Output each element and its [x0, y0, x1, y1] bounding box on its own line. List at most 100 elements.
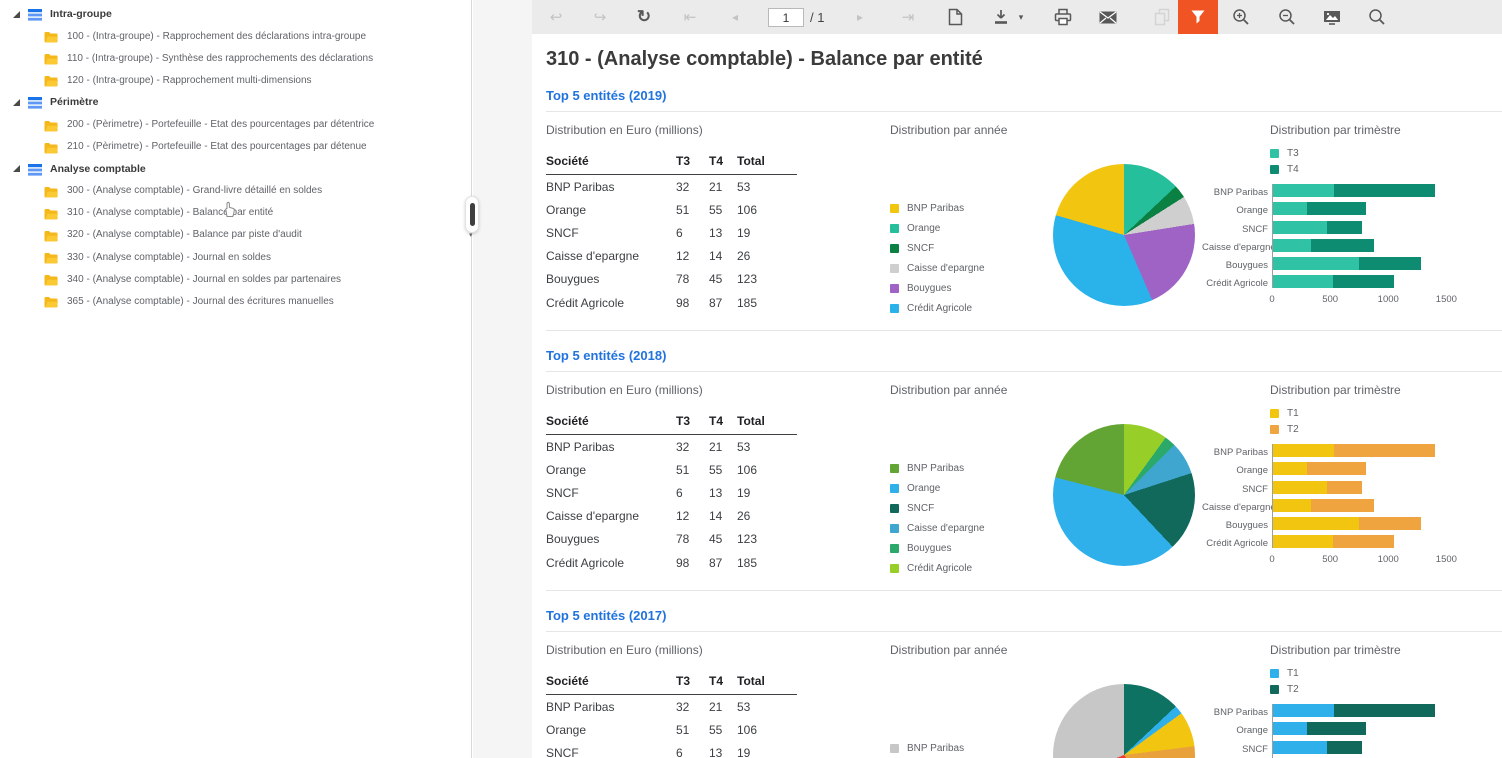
table-cell: 123 — [737, 272, 758, 287]
image-export-icon[interactable] — [1320, 0, 1344, 34]
tree-item-label: 100 - (Intra-groupe) - Rapprochement des… — [67, 30, 367, 42]
search-icon[interactable] — [1365, 0, 1389, 34]
table-block: Distribution en Euro (millions) Société T3… — [546, 634, 890, 758]
bar-segment — [1273, 238, 1311, 252]
tree-expander-icon[interactable] — [13, 10, 20, 18]
table-cell: SNCF — [546, 485, 579, 500]
table-row: SNCF 6 13 19 — [546, 741, 797, 758]
table-cell: 19 — [737, 225, 751, 240]
table-cell: 13 — [709, 745, 723, 758]
stacked-bar — [1273, 184, 1458, 197]
bar-segment — [1327, 480, 1363, 494]
bar-segment — [1334, 184, 1436, 197]
tree-item-report[interactable]: 365 - (Analyse comptable) - Journal des … — [0, 290, 471, 312]
legend-item: Orange — [890, 223, 986, 234]
tree-item-report[interactable]: 310 - (Analyse comptable) - Balance par … — [0, 202, 471, 224]
table-title: Distribution en Euro (millions) — [546, 123, 703, 137]
tree-item-report[interactable]: 300 - (Analyse comptable) - Grand-livre … — [0, 180, 471, 202]
page-number-input[interactable] — [768, 8, 804, 27]
bar-segment — [1273, 704, 1335, 717]
last-page-icon[interactable]: ⇥ — [901, 9, 915, 26]
table-cell: 106 — [737, 202, 758, 217]
bar-segment — [1273, 462, 1307, 476]
tree-item-report[interactable]: 330 - (Analyse comptable) - Journal en s… — [0, 246, 471, 268]
tree-item-label: 110 - (Intra-groupe) - Synthèse des rapp… — [67, 52, 374, 64]
bar-segment — [1306, 462, 1366, 476]
filter-icon[interactable] — [1178, 0, 1218, 34]
table-title: Distribution en Euro (millions) — [546, 383, 703, 397]
next-page-icon[interactable]: ▸ — [856, 10, 864, 24]
bar-category-label: Caisse d'epargne — [1202, 241, 1276, 253]
copy-icon[interactable] — [1150, 0, 1174, 34]
table-title: Distribution en Euro (millions) — [546, 643, 703, 657]
tree-item-report[interactable]: 340 - (Analyse comptable) - Journal en s… — [0, 268, 471, 290]
axis-tick-label: 500 — [1322, 293, 1339, 305]
legend-item: T2 — [1270, 424, 1502, 435]
tree-group-row[interactable]: Périmètre — [0, 91, 471, 113]
tree-item-report[interactable]: 100 - (Intra-groupe) - Rapprochement des… — [0, 25, 471, 47]
pie-title: Distribution par année — [890, 643, 1008, 657]
redo-icon[interactable]: ↪ — [593, 9, 607, 26]
table-cell: 53 — [737, 179, 751, 194]
bar-segment — [1273, 184, 1335, 197]
tree-item-report[interactable]: 210 - (Pèrimetre) - Portefeuille - Etat … — [0, 136, 471, 158]
table-row: BNP Paribas 32 21 53 — [546, 695, 797, 719]
table-cell: Orange — [546, 462, 587, 477]
bar-segment — [1273, 480, 1328, 494]
page-setup-icon[interactable] — [943, 0, 967, 34]
pie-chart — [1053, 424, 1196, 566]
tree-item-report[interactable]: 120 - (Intra-groupe) - Rapprochement mul… — [0, 69, 471, 91]
table-cell: Caisse d'epargne — [546, 249, 640, 264]
legend-item: T4 — [1270, 164, 1502, 175]
legend-swatch — [890, 563, 899, 573]
zoom-in-icon[interactable] — [1229, 0, 1253, 34]
pie-legend: BNP Paribas Orange SNCF Caisse d'epargne Bou… — [890, 447, 986, 589]
stacked-bar — [1273, 480, 1458, 494]
legend-label: Caisse d'epargne — [907, 262, 985, 274]
bar-category-label: BNP Paribas — [1213, 707, 1268, 718]
tree-expander-icon[interactable] — [13, 165, 20, 173]
axis-tick-label: 0 — [1269, 293, 1275, 305]
bar-axis-ticks: 0 500 1000 1500 — [1269, 293, 1458, 307]
table-cell: 14 — [709, 249, 723, 264]
panel-splitter-handle[interactable] — [465, 196, 479, 233]
legend-label: Orange — [907, 222, 941, 234]
tree-group-row[interactable]: Analyse comptable — [0, 158, 471, 180]
email-icon[interactable] — [1096, 0, 1120, 34]
tree-item-label: 320 - (Analyse comptable) - Balance par … — [67, 229, 302, 241]
tree-group-row[interactable]: Intra-groupe — [0, 3, 471, 25]
legend-label: Caisse d'epargne — [907, 522, 985, 534]
caret-down-icon[interactable]: ▾ — [1018, 11, 1024, 22]
tree-item-report[interactable]: 320 - (Analyse comptable) - Balance par … — [0, 224, 471, 246]
first-page-icon[interactable]: ⇤ — [683, 9, 697, 26]
legend-swatch — [890, 263, 899, 273]
table-header-row: Société T3 T4 Total — [546, 147, 797, 175]
table-cell: BNP Paribas — [546, 699, 615, 714]
undo-icon[interactable]: ↩ — [549, 9, 563, 26]
bar-segment — [1273, 202, 1307, 216]
table-cell: 19 — [737, 745, 751, 758]
zoom-out-icon[interactable] — [1275, 0, 1299, 34]
print-icon[interactable] — [1051, 0, 1075, 34]
report-tree-sidebar: Intra-groupe 100 - (Intra-groupe) - Rappr… — [0, 0, 472, 758]
table-row: Orange 51 55 106 — [546, 458, 797, 481]
splitter-thumb[interactable] — [469, 203, 475, 226]
tree-item-report[interactable]: 200 - (Pèrimetre) - Portefeuille - Etat … — [0, 113, 471, 135]
prev-page-icon[interactable]: ◂ — [731, 10, 739, 24]
legend-item: Caisse d'epargne — [890, 523, 986, 534]
tree-item-report[interactable]: 110 - (Intra-groupe) - Synthèse des rapp… — [0, 47, 471, 69]
data-table: Société T3 T4 Total BNP Paribas 32 21 53 Orange 5… — [546, 667, 797, 758]
download-icon[interactable] — [989, 0, 1013, 34]
table-row: Caisse d'epargne 12 14 26 — [546, 505, 797, 528]
bar-category-label: Crédit Agricole — [1206, 278, 1268, 290]
column-header: Total — [737, 667, 797, 695]
splitter-collapse-icon[interactable]: ▾ — [469, 232, 473, 239]
tree-expander-icon[interactable] — [13, 98, 20, 106]
refresh-icon[interactable]: ↻ — [636, 7, 652, 26]
page-total-label: / 1 — [810, 9, 825, 25]
folder-icon — [44, 74, 58, 87]
tree-group-label: Intra-groupe — [50, 8, 112, 21]
